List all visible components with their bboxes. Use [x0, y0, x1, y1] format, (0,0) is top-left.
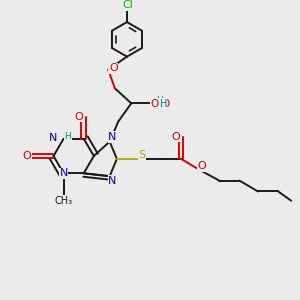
Text: N: N [59, 168, 68, 178]
Text: S: S [139, 150, 146, 160]
Text: H: H [64, 132, 71, 141]
Text: N: N [49, 133, 57, 142]
Text: O: O [171, 132, 180, 142]
Text: CH₃: CH₃ [55, 196, 73, 206]
Text: O: O [161, 99, 170, 109]
Text: O: O [109, 63, 118, 73]
Text: O: O [22, 151, 31, 161]
Text: O: O [150, 99, 158, 109]
Text: H: H [160, 99, 167, 109]
Text: O: O [197, 161, 206, 171]
Text: N: N [108, 132, 117, 142]
Text: O: O [74, 112, 83, 122]
Text: Cl: Cl [122, 0, 133, 11]
Text: H: H [156, 96, 163, 105]
Text: N: N [108, 176, 117, 186]
